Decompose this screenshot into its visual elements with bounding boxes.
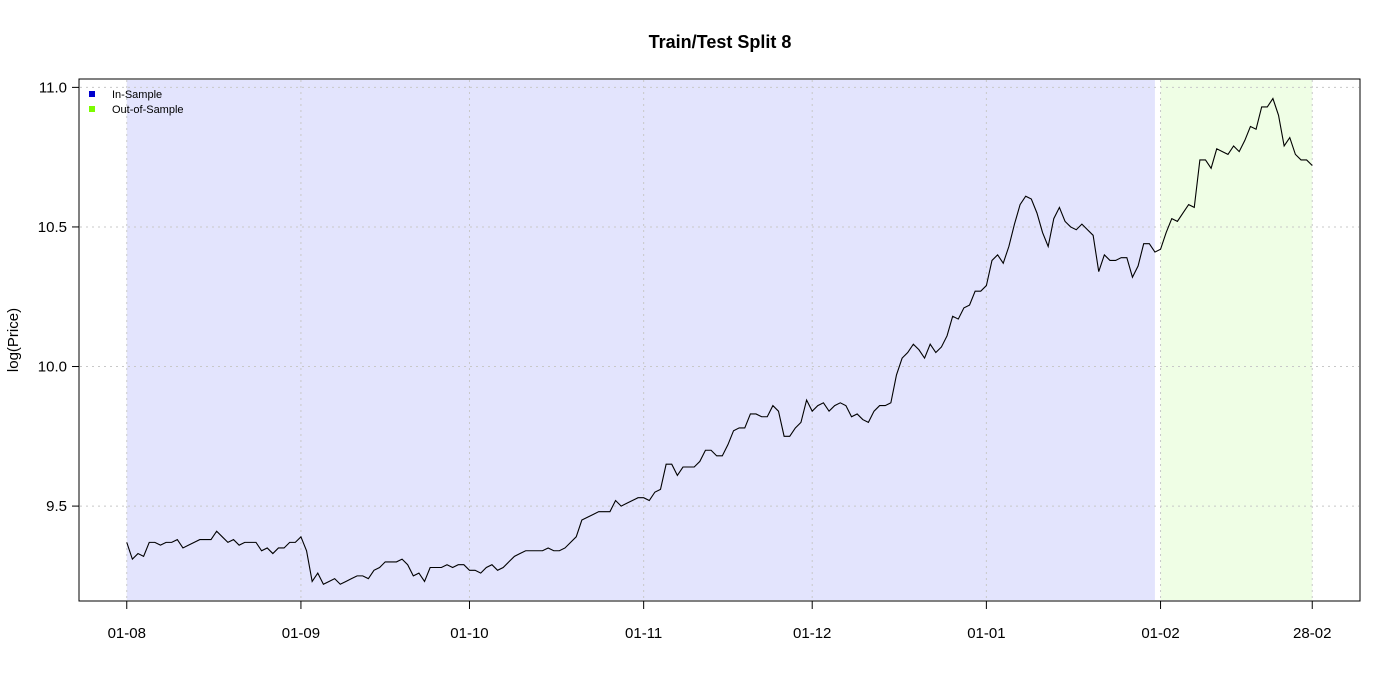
y-tick-label: 11.0: [39, 79, 67, 96]
region-in-sample: [126, 80, 1155, 600]
y-tick-label: 10.0: [38, 359, 67, 376]
grid: [80, 80, 1359, 600]
plot-frame: [78, 78, 1361, 602]
x-tick-label: 01-11: [625, 625, 662, 642]
y-tick-label: 10.5: [38, 219, 67, 236]
legend-swatch: [89, 91, 95, 97]
regions: [126, 80, 1313, 600]
region-out-of-sample: [1160, 80, 1313, 600]
price-series-line: [126, 97, 1313, 585]
x-tick-label: 01-12: [793, 625, 831, 642]
x-tick-label: 01-08: [108, 625, 146, 642]
chart-title: Train/Test Split 8: [649, 32, 792, 52]
x-tick-label: 01-10: [450, 625, 488, 642]
x-tick-label: 28-02: [1293, 625, 1331, 642]
y-tick-label: 9.5: [46, 498, 67, 515]
legend-label: Out-of-Sample: [112, 104, 184, 116]
x-tick-label: 01-01: [967, 625, 1005, 642]
y-axis-label: log(Price): [5, 308, 22, 372]
legend-swatch: [89, 106, 95, 112]
y-axis: 9.5 10.0 10.5 11.0: [38, 79, 79, 515]
legend: In-Sample Out-of-Sample: [89, 89, 184, 116]
x-tick-label: 01-02: [1141, 625, 1179, 642]
legend-label: In-Sample: [112, 89, 162, 101]
x-axis: 01-08 01-09 01-10 01-11 01-12 01-01 01-02 28-02: [108, 601, 1331, 642]
x-tick-label: 01-09: [282, 625, 320, 642]
